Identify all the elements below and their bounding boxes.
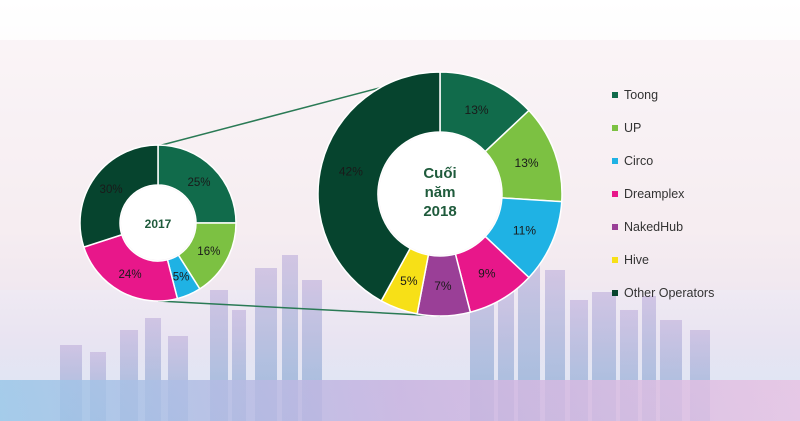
legend-label: NakedHub: [624, 219, 684, 234]
legend-swatch: [612, 190, 618, 197]
legend-label: Toong: [624, 87, 659, 102]
legend-swatch: [612, 289, 618, 296]
legend-swatch: [612, 124, 618, 131]
legend-label: Hive: [624, 252, 650, 267]
legend-label: Circo: [624, 153, 654, 168]
donut-2017-slice-toong: [157, 144, 237, 224]
donut-2017: 25% 16% 5% 24% 30% 2017: [79, 144, 237, 302]
donut-2017-label-circo: 5%: [173, 271, 190, 283]
legend: Toong UP Circo Dreamplex NakedHub Hive Other O…: [612, 78, 792, 309]
donut-2018-end: 13% 13% 11% 9% 7% 5% 42% Cuối năm 2018: [317, 71, 563, 317]
donut-2017-label-dreamplex: 24%: [119, 269, 142, 281]
legend-item: NakedHub: [612, 210, 792, 243]
donut-2018-label-up: 13%: [515, 156, 539, 170]
legend-swatch: [612, 223, 618, 230]
donut-2018-center-label-line: 2018: [423, 203, 456, 220]
legend-item: Dreamplex: [612, 177, 792, 210]
donut-2018-label-circo: 11%: [513, 224, 536, 238]
legend-item: Hive: [612, 243, 792, 276]
donut-2017-hole: [121, 186, 195, 260]
donut-2018-label-dreamplex: 9%: [478, 266, 496, 280]
legend-label: Dreamplex: [624, 186, 685, 201]
donut-2018-label-hive: 5%: [400, 274, 418, 288]
legend-label: UP: [624, 120, 642, 135]
donut-2017-label-up: 16%: [197, 246, 220, 258]
donut-2017-label-other-operators: 30%: [100, 184, 123, 196]
donut-2018-label-nakedhub: 7%: [434, 279, 452, 293]
donut-2018-label-other-operators: 42%: [339, 164, 363, 178]
donut-2017-label-toong: 25%: [187, 177, 210, 189]
legend-swatch: [612, 157, 618, 164]
legend-item: UP: [612, 111, 792, 144]
legend-swatch: [612, 256, 618, 263]
donut-2017-slice-other-operators: [79, 144, 159, 249]
donut-2018-center-label-line: Cuối: [423, 165, 456, 182]
connector-line-bottom: [157, 300, 441, 317]
donut-2018-label-toong: 13%: [465, 103, 489, 117]
donut-2017-center-label: 2017: [145, 217, 172, 231]
legend-swatch: [612, 91, 618, 98]
legend-label: Other Operators: [624, 285, 715, 300]
legend-item: Toong: [612, 78, 792, 111]
donut-2018-hole: [379, 133, 501, 255]
legend-item: Other Operators: [612, 276, 792, 309]
donut-2018-center-label-line: năm: [425, 184, 456, 201]
legend-item: Circo: [612, 144, 792, 177]
donut-2018-slice-other-operators: [317, 71, 441, 302]
